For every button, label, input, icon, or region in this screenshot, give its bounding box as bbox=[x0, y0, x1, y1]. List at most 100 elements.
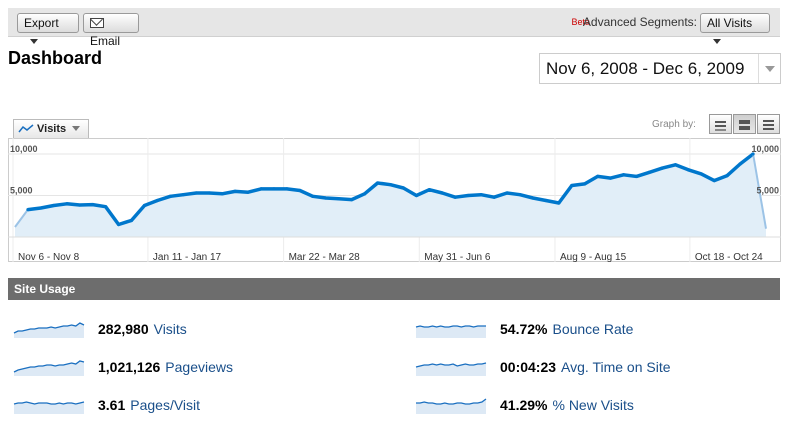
data-point bbox=[116, 222, 121, 227]
metric-value: 3.61 bbox=[98, 397, 126, 413]
data-point bbox=[609, 176, 613, 180]
data-point bbox=[324, 196, 328, 200]
metric-selector-visits[interactable]: Visits bbox=[13, 119, 89, 138]
metric-row-new-visits: 41.29% % New Visits bbox=[414, 394, 634, 416]
metric-row-pageviews: 1,021,126 Pageviews bbox=[12, 356, 233, 378]
email-button[interactable]: Email bbox=[83, 13, 139, 48]
data-point bbox=[272, 187, 276, 191]
sparkline bbox=[415, 325, 486, 338]
sparkline-area bbox=[416, 399, 486, 414]
metric-value: 282,980 bbox=[98, 321, 149, 337]
metric-row-bounce-rate: 54.72% Bounce Rate bbox=[414, 318, 633, 340]
data-point bbox=[65, 202, 69, 206]
y-tick-label-right: 5,000 bbox=[756, 186, 779, 196]
data-point bbox=[531, 196, 535, 200]
metric-link-pageviews[interactable]: Pageviews bbox=[165, 359, 233, 375]
data-point bbox=[285, 187, 289, 191]
x-tick-label: Mar 22 - Mar 28 bbox=[289, 252, 361, 262]
data-point bbox=[725, 173, 729, 178]
chart-line-start bbox=[14, 209, 29, 228]
data-point bbox=[26, 208, 30, 212]
sparkline-area bbox=[14, 402, 84, 414]
sparkline bbox=[13, 322, 85, 338]
y-tick-label-left: 5,000 bbox=[10, 186, 33, 196]
data-point bbox=[91, 203, 95, 207]
data-point bbox=[673, 163, 677, 167]
data-point bbox=[52, 203, 56, 208]
chevron-down-icon bbox=[713, 39, 721, 44]
data-point bbox=[363, 192, 367, 196]
data-point bbox=[350, 198, 354, 202]
data-point bbox=[401, 186, 406, 190]
sparkline-line bbox=[415, 325, 486, 328]
data-point bbox=[647, 170, 652, 174]
sparkline-line bbox=[13, 401, 85, 405]
sparkline-line bbox=[416, 398, 487, 405]
sparkline bbox=[13, 360, 85, 376]
y-tick-label-right: 10,000 bbox=[751, 144, 779, 154]
metric-link-avg-time[interactable]: Avg. Time on Site bbox=[561, 359, 671, 375]
advanced-segments-label: Advanced Segments: bbox=[582, 15, 697, 29]
data-point bbox=[492, 195, 496, 199]
data-point bbox=[738, 162, 742, 166]
visits-chart-svg: Nov 6 - Nov 8 Jan 11 - Jan 17 Mar 22 - Mar… bbox=[8, 138, 781, 262]
chart-area-fill bbox=[15, 154, 766, 237]
chevron-down-icon[interactable] bbox=[758, 54, 780, 83]
segments-value: All Visits bbox=[707, 16, 753, 30]
data-point bbox=[583, 182, 587, 186]
metric-value: 1,021,126 bbox=[98, 359, 161, 375]
metric-value: 41.29% bbox=[500, 397, 548, 413]
graph-by-month-button[interactable] bbox=[757, 114, 780, 134]
sparkline bbox=[13, 401, 85, 414]
export-button[interactable]: Export bbox=[17, 13, 79, 44]
segments-select[interactable]: All Visits bbox=[700, 13, 770, 44]
data-point bbox=[557, 201, 561, 205]
page-title: Dashboard bbox=[8, 48, 103, 68]
data-point bbox=[129, 218, 134, 222]
data-point bbox=[246, 190, 250, 194]
metric-link-visits[interactable]: Visits bbox=[153, 321, 187, 337]
beta-badge: Beta bbox=[571, 17, 590, 27]
data-point bbox=[466, 193, 470, 198]
data-point bbox=[686, 168, 690, 172]
site-usage-header: Site Usage bbox=[8, 278, 780, 300]
data-point bbox=[751, 152, 755, 156]
data-point bbox=[544, 198, 548, 203]
line-chart-icon bbox=[18, 124, 34, 133]
metric-row-visits: 282,980 Visits bbox=[12, 318, 187, 340]
metric-link-pages-visit[interactable]: Pages/Visit bbox=[130, 397, 201, 413]
toolbar: Export Email Beta Advanced Segments: All… bbox=[8, 8, 780, 48]
metric-label: Visits bbox=[37, 123, 67, 135]
data-point bbox=[233, 189, 237, 193]
data-point bbox=[712, 178, 716, 183]
data-point bbox=[142, 203, 147, 208]
metric-value: 54.72% bbox=[500, 321, 548, 337]
data-point bbox=[570, 183, 574, 188]
sparkline bbox=[416, 398, 487, 414]
data-point bbox=[181, 193, 185, 197]
graph-by-week-button[interactable] bbox=[733, 114, 756, 134]
date-range-text: Nov 6, 2008 - Dec 6, 2009 bbox=[546, 59, 745, 78]
data-point bbox=[414, 193, 418, 198]
date-range-picker[interactable]: Nov 6, 2008 - Dec 6, 2009 bbox=[539, 53, 781, 84]
data-point bbox=[78, 203, 82, 207]
x-tick-label: May 31 - Jun 6 bbox=[424, 252, 491, 262]
sparkline-area bbox=[416, 363, 486, 376]
data-point bbox=[298, 188, 302, 193]
graph-by-day-button[interactable] bbox=[709, 114, 732, 134]
sparkline-area bbox=[14, 323, 84, 338]
data-point bbox=[337, 197, 341, 201]
data-point bbox=[453, 195, 457, 199]
x-tick-label: Nov 6 - Nov 8 bbox=[18, 252, 80, 262]
metric-value: 00:04:23 bbox=[500, 359, 557, 375]
chart-line-end bbox=[752, 153, 767, 229]
sparkline-line bbox=[13, 360, 85, 373]
sparkline-area bbox=[416, 326, 486, 338]
metric-row-pages-visit: 3.61 Pages/Visit bbox=[12, 394, 200, 416]
metric-link-bounce-rate[interactable]: Bounce Rate bbox=[552, 321, 634, 337]
data-point bbox=[440, 191, 444, 195]
data-point bbox=[207, 191, 211, 195]
data-point bbox=[388, 183, 393, 187]
visits-chart: Nov 6 - Nov 8 Jan 11 - Jan 17 Mar 22 - Mar… bbox=[8, 138, 781, 262]
metric-link-new-visits[interactable]: % New Visits bbox=[552, 397, 634, 413]
